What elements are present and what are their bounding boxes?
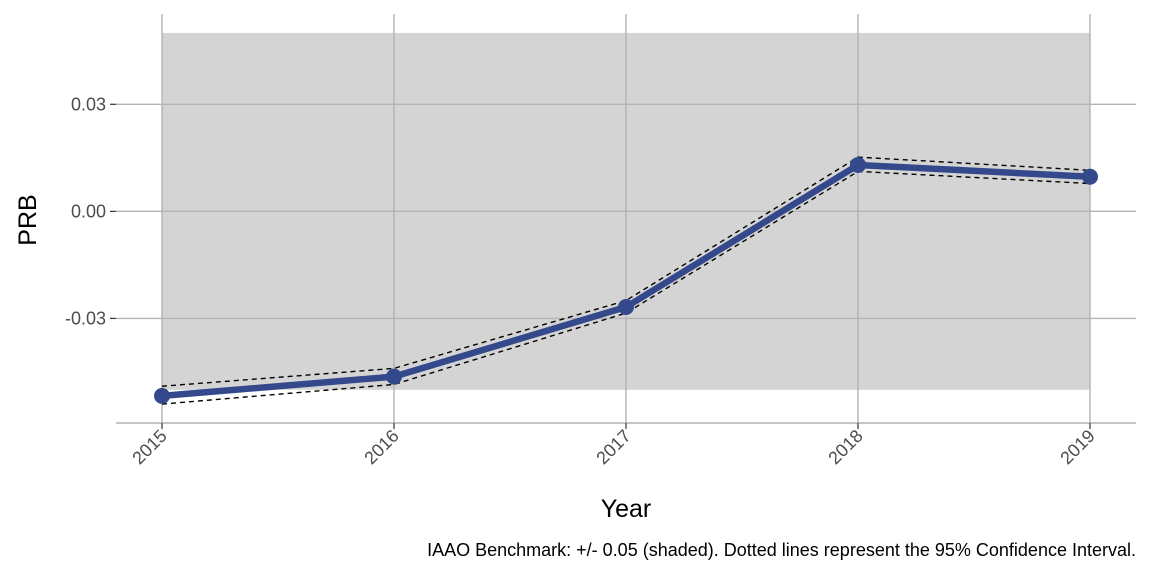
y-tick-label: 0.03 bbox=[71, 94, 106, 114]
ci-upper-line bbox=[161, 156, 1091, 387]
x-tick-label: 2016 bbox=[360, 426, 402, 468]
y-tick-label: -0.03 bbox=[65, 308, 106, 328]
confidence-interval-layer bbox=[161, 156, 1091, 405]
data-point-layer bbox=[154, 156, 1098, 404]
y-axis-title: PRB bbox=[14, 194, 42, 245]
x-tick-label: 2018 bbox=[824, 426, 866, 468]
x-axis-title: Year bbox=[601, 495, 652, 523]
data-point bbox=[850, 156, 866, 173]
data-point bbox=[618, 299, 634, 316]
data-point bbox=[154, 387, 170, 404]
y-tick-label: 0.00 bbox=[71, 201, 106, 221]
x-tick-label: 2015 bbox=[128, 426, 170, 468]
x-tick-label: 2019 bbox=[1056, 426, 1098, 468]
x-tick-label: 2017 bbox=[592, 426, 634, 468]
data-point bbox=[1082, 168, 1098, 185]
data-point bbox=[386, 368, 402, 385]
grid-layer bbox=[116, 14, 1136, 423]
ci-lower-line bbox=[161, 170, 1091, 405]
chart-caption: IAAO Benchmark: +/- 0.05 (shaded). Dotte… bbox=[427, 540, 1136, 560]
